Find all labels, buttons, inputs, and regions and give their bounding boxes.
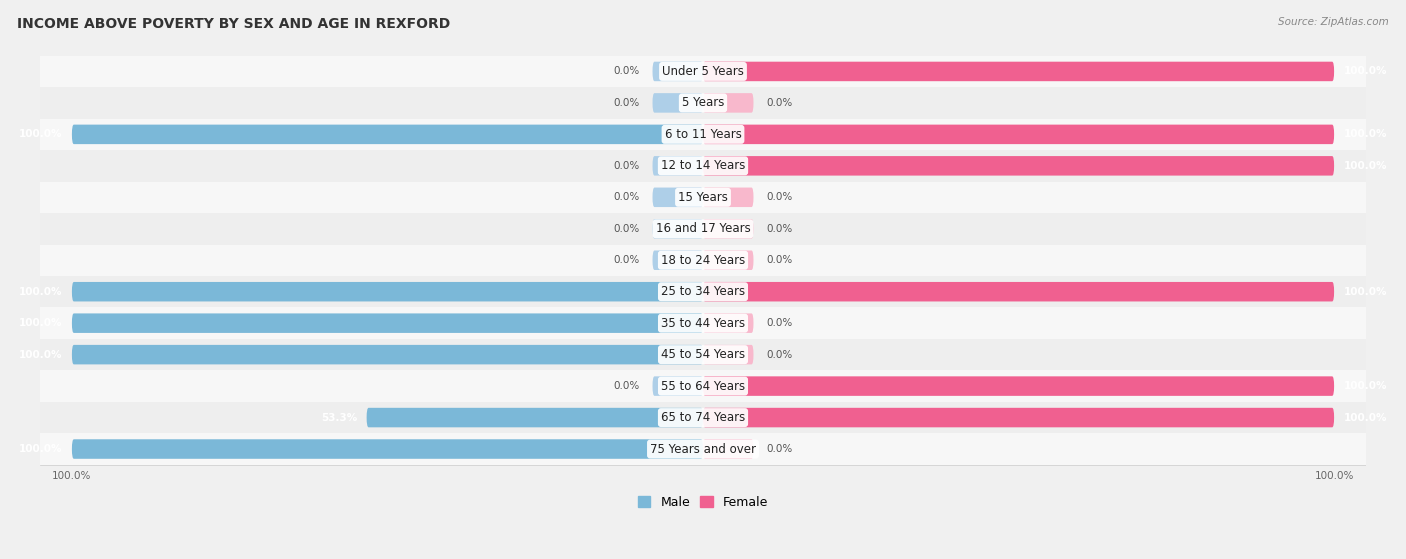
- Bar: [41, 307, 1365, 339]
- FancyBboxPatch shape: [703, 93, 754, 113]
- FancyBboxPatch shape: [703, 156, 1334, 176]
- Text: 15 Years: 15 Years: [678, 191, 728, 204]
- Text: 0.0%: 0.0%: [766, 98, 793, 108]
- FancyBboxPatch shape: [72, 314, 703, 333]
- Text: 12 to 14 Years: 12 to 14 Years: [661, 159, 745, 172]
- FancyBboxPatch shape: [703, 408, 1334, 427]
- Bar: [41, 276, 1365, 307]
- FancyBboxPatch shape: [703, 61, 1334, 81]
- Bar: [41, 244, 1365, 276]
- FancyBboxPatch shape: [703, 282, 1334, 301]
- Text: 100.0%: 100.0%: [18, 287, 62, 297]
- FancyBboxPatch shape: [652, 219, 703, 239]
- Text: 100.0%: 100.0%: [1344, 161, 1388, 171]
- Text: 0.0%: 0.0%: [613, 381, 640, 391]
- Text: 100.0%: 100.0%: [1344, 381, 1388, 391]
- FancyBboxPatch shape: [652, 376, 703, 396]
- Bar: [41, 371, 1365, 402]
- Text: 55 to 64 Years: 55 to 64 Years: [661, 380, 745, 392]
- Text: 5 Years: 5 Years: [682, 96, 724, 110]
- Text: 100.0%: 100.0%: [18, 444, 62, 454]
- Text: 100.0%: 100.0%: [18, 129, 62, 139]
- Bar: [41, 339, 1365, 371]
- Text: 6 to 11 Years: 6 to 11 Years: [665, 128, 741, 141]
- Text: 0.0%: 0.0%: [766, 444, 793, 454]
- FancyBboxPatch shape: [703, 376, 1334, 396]
- Text: 0.0%: 0.0%: [766, 318, 793, 328]
- FancyBboxPatch shape: [652, 61, 703, 81]
- Text: 65 to 74 Years: 65 to 74 Years: [661, 411, 745, 424]
- Text: 18 to 24 Years: 18 to 24 Years: [661, 254, 745, 267]
- FancyBboxPatch shape: [652, 156, 703, 176]
- Text: 25 to 34 Years: 25 to 34 Years: [661, 285, 745, 298]
- Text: 53.3%: 53.3%: [321, 413, 357, 423]
- Text: 35 to 44 Years: 35 to 44 Years: [661, 316, 745, 330]
- Text: 0.0%: 0.0%: [613, 67, 640, 77]
- Bar: [41, 402, 1365, 433]
- Text: Under 5 Years: Under 5 Years: [662, 65, 744, 78]
- Bar: [41, 150, 1365, 182]
- Bar: [41, 56, 1365, 87]
- FancyBboxPatch shape: [703, 188, 754, 207]
- FancyBboxPatch shape: [367, 408, 703, 427]
- Text: 0.0%: 0.0%: [613, 192, 640, 202]
- Text: INCOME ABOVE POVERTY BY SEX AND AGE IN REXFORD: INCOME ABOVE POVERTY BY SEX AND AGE IN R…: [17, 17, 450, 31]
- FancyBboxPatch shape: [703, 250, 754, 270]
- Text: 100.0%: 100.0%: [18, 349, 62, 359]
- FancyBboxPatch shape: [703, 314, 754, 333]
- FancyBboxPatch shape: [72, 345, 703, 364]
- Text: 45 to 54 Years: 45 to 54 Years: [661, 348, 745, 361]
- Text: 100.0%: 100.0%: [1344, 287, 1388, 297]
- Text: 16 and 17 Years: 16 and 17 Years: [655, 222, 751, 235]
- Text: 0.0%: 0.0%: [613, 161, 640, 171]
- Bar: [41, 433, 1365, 465]
- FancyBboxPatch shape: [703, 219, 754, 239]
- FancyBboxPatch shape: [652, 188, 703, 207]
- Text: 0.0%: 0.0%: [766, 224, 793, 234]
- Bar: [41, 213, 1365, 244]
- Text: 100.0%: 100.0%: [1344, 413, 1388, 423]
- Text: 100.0%: 100.0%: [1344, 67, 1388, 77]
- FancyBboxPatch shape: [703, 345, 754, 364]
- Text: 100.0%: 100.0%: [1344, 129, 1388, 139]
- Bar: [41, 87, 1365, 119]
- Text: 0.0%: 0.0%: [613, 98, 640, 108]
- FancyBboxPatch shape: [72, 439, 703, 459]
- Text: 0.0%: 0.0%: [613, 224, 640, 234]
- Text: 75 Years and over: 75 Years and over: [650, 443, 756, 456]
- Text: 100.0%: 100.0%: [18, 318, 62, 328]
- Text: 0.0%: 0.0%: [766, 192, 793, 202]
- Text: 0.0%: 0.0%: [613, 255, 640, 265]
- Legend: Male, Female: Male, Female: [633, 491, 773, 514]
- Bar: [41, 119, 1365, 150]
- Text: 0.0%: 0.0%: [766, 255, 793, 265]
- FancyBboxPatch shape: [703, 125, 1334, 144]
- Bar: [41, 182, 1365, 213]
- FancyBboxPatch shape: [652, 250, 703, 270]
- Text: Source: ZipAtlas.com: Source: ZipAtlas.com: [1278, 17, 1389, 27]
- Text: 0.0%: 0.0%: [766, 349, 793, 359]
- FancyBboxPatch shape: [72, 282, 703, 301]
- FancyBboxPatch shape: [652, 93, 703, 113]
- FancyBboxPatch shape: [703, 439, 754, 459]
- FancyBboxPatch shape: [72, 125, 703, 144]
